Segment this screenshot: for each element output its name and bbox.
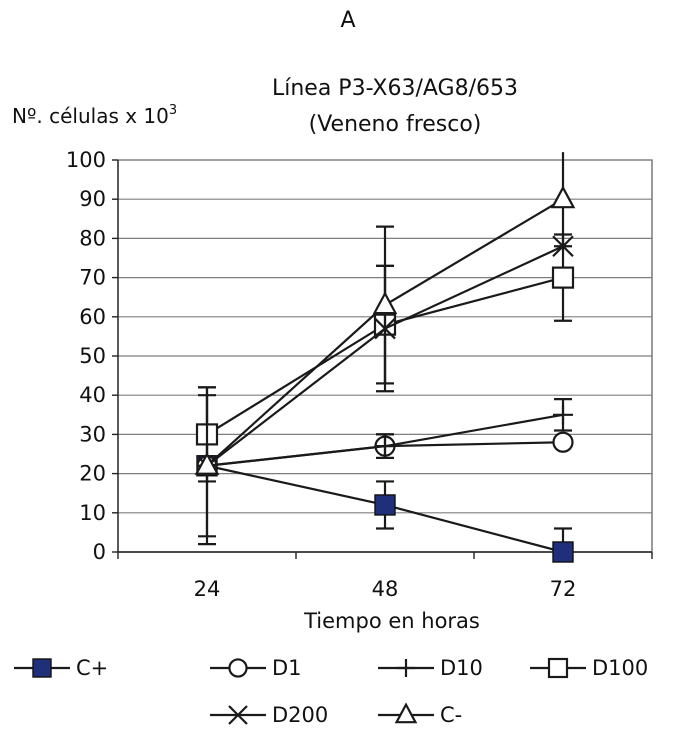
series-c-minus	[194, 152, 576, 546]
y-tick-label: 90	[79, 187, 106, 211]
legend-marker	[228, 658, 248, 678]
data-point	[553, 404, 573, 425]
y-tick-label: 70	[79, 266, 106, 290]
data-point	[372, 291, 398, 315]
data-point	[194, 451, 220, 475]
y-tick-label: 60	[79, 305, 106, 329]
y-axis-ticks: 0 10 20 30 40 50 60 70 80 90 100	[66, 148, 119, 564]
legend-marker	[397, 659, 415, 677]
y-axis-label-exponent: 3	[169, 103, 177, 118]
legend-item: C+	[14, 656, 108, 680]
x-tick-label: 48	[372, 577, 399, 601]
legend-item: D10	[378, 656, 483, 680]
data-point	[552, 431, 574, 453]
legend-marker	[228, 705, 248, 725]
y-tick-label: 10	[79, 501, 106, 525]
legend-item: D200	[210, 703, 328, 727]
legend-item: D1	[210, 656, 302, 680]
data-point	[552, 541, 574, 563]
y-tick-label: 50	[79, 344, 106, 368]
y-axis-label: Nº. células x 103	[12, 103, 177, 128]
legend-label: C+	[76, 656, 108, 680]
x-axis-label: Tiempo en horas	[303, 609, 480, 633]
y-tick-label: 0	[93, 540, 106, 564]
legend-label: D1	[272, 656, 302, 680]
legend-item: D100	[530, 656, 648, 680]
legend-marker	[394, 702, 418, 724]
data-point	[375, 436, 395, 457]
series-layer	[194, 152, 576, 563]
legend-marker	[547, 657, 569, 679]
chart-subtitle: (Veneno fresco)	[309, 112, 482, 137]
x-tick-label: 24	[194, 577, 221, 601]
y-tick-label: 100	[66, 148, 106, 172]
data-point	[374, 494, 396, 516]
y-axis-label-main: Nº. células x 10	[12, 104, 169, 128]
legend-label: D10	[440, 656, 483, 680]
legend-label: D200	[272, 703, 328, 727]
y-tick-label: 80	[79, 226, 106, 250]
legend-label: C-	[440, 703, 462, 727]
legend-label: D100	[592, 656, 648, 680]
y-tick-label: 20	[79, 462, 106, 486]
data-point	[551, 266, 575, 289]
chart-title: Línea P3-X63/AG8/653	[272, 76, 518, 101]
x-tick-label: 72	[550, 577, 577, 601]
y-tick-label: 30	[79, 422, 106, 446]
y-tick-label: 40	[79, 383, 106, 407]
data-point	[550, 185, 576, 209]
series-d10	[197, 398, 573, 476]
legend-marker	[32, 658, 52, 678]
legend-item: C-	[378, 702, 462, 727]
legend: C+ D1 D10 D100 D200 C-	[14, 656, 648, 727]
panel-label: A	[340, 8, 355, 33]
